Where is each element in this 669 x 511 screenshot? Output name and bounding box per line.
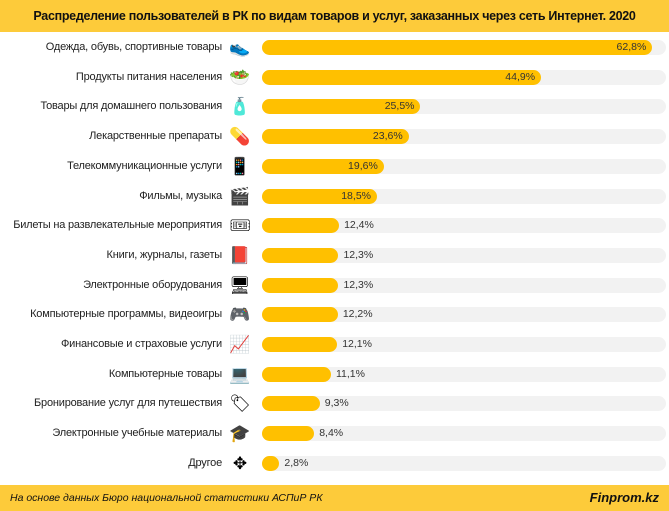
bar xyxy=(262,158,384,174)
reserved-icon: 🏷 xyxy=(229,394,251,414)
value-label: 12,1% xyxy=(342,338,372,350)
category-label: Билеты на развлекательные мероприятия xyxy=(13,219,222,232)
bar xyxy=(262,99,421,115)
value-label: 12,3% xyxy=(343,278,374,291)
book-icon: 📕 xyxy=(229,245,251,265)
bar xyxy=(262,188,377,204)
value-label: 44,9% xyxy=(505,70,536,83)
footer: На основе данных Бюро национальной стати… xyxy=(0,485,669,511)
bar xyxy=(262,247,339,263)
bar-track xyxy=(262,366,666,382)
bar xyxy=(262,396,320,412)
category-label: Продукты питания населения xyxy=(75,70,222,83)
brand-logo: Finprom.kz xyxy=(589,490,659,505)
chart-title: Распределение пользователей в РК по вида… xyxy=(0,0,669,32)
category-label: Электронные учебные материалы xyxy=(52,427,222,440)
household-icon: 🧴 xyxy=(229,97,251,117)
bar-track xyxy=(262,396,666,412)
bar-track xyxy=(262,426,666,442)
category-label: Фильмы, музыка xyxy=(139,189,222,202)
bar-row: Финансовые и страховые услуги 📈 12,1% xyxy=(0,330,669,360)
computer-icon: 💻 xyxy=(229,364,251,384)
bar-row: Телекоммуникационные услуги 📱 19,6% xyxy=(0,152,669,182)
category-label: Электронные оборудования xyxy=(83,278,222,291)
arrows-icon: ✥ xyxy=(232,453,248,473)
bar-row: Электронные оборудования 🖥 12,3% xyxy=(0,271,669,301)
electronics-icon: 🖥 xyxy=(229,275,251,295)
bar-row: Книги, журналы, газеты 📕 12,3% xyxy=(0,241,669,271)
value-label: 12,2% xyxy=(342,308,373,321)
value-label: 18,5% xyxy=(341,189,371,202)
graduation-cap-icon: 🎓 xyxy=(229,424,251,444)
category-label: Телекоммуникационные услуги xyxy=(67,159,222,172)
bar-row: Фильмы, музыка 🎬 18,5% xyxy=(0,182,669,212)
bar-row: Бронирование услуг для путешествия 🏷 9,3% xyxy=(0,389,669,419)
category-label: Одежда, обувь, спортивные товары xyxy=(45,41,222,53)
bar xyxy=(262,426,315,442)
bar-row: Продукты питания населения 🥗 44,9% xyxy=(0,63,669,93)
bar-row: Компьютерные программы, видеоигры 🎮 12,2% xyxy=(0,300,669,330)
bar xyxy=(262,40,653,55)
bar xyxy=(262,307,338,323)
category-label: Финансовые и страховые услуги xyxy=(61,338,222,350)
bar xyxy=(262,277,339,293)
bar xyxy=(262,129,409,145)
category-label: Другое xyxy=(188,456,222,469)
film-icon: 🎬 xyxy=(229,186,251,206)
category-label: Книги, журналы, газеты xyxy=(106,248,223,261)
finance-icon: 📈 xyxy=(229,335,251,354)
value-label: 23,6% xyxy=(372,130,403,143)
bar xyxy=(262,455,280,471)
category-label: Бронирование услуг для путешествия xyxy=(34,397,222,410)
bar-track xyxy=(262,277,666,293)
bar-row: Электронные учебные материалы 🎓 8,4% xyxy=(0,419,669,449)
value-label: 2,8% xyxy=(284,456,309,469)
value-label: 8,4% xyxy=(319,427,344,440)
bar xyxy=(262,337,338,352)
bar-track xyxy=(262,455,666,471)
value-label: 12,3% xyxy=(343,248,374,261)
bar-track xyxy=(262,337,666,352)
bar-row: Лекарственные препараты 💊 23,6% xyxy=(0,122,669,152)
pills-icon: 💊 xyxy=(229,127,251,147)
value-label: 19,6% xyxy=(348,159,378,172)
bar-row: Одежда, обувь, спортивные товары 👟 62,8% xyxy=(0,33,669,63)
category-label: Лекарственные препараты xyxy=(89,130,222,143)
value-label: 9,3% xyxy=(324,397,349,410)
bar-row: Товары для домашнего пользования 🧴 25,5% xyxy=(0,92,669,122)
food-icon: 🥗 xyxy=(229,67,251,87)
category-label: Компьютерные товары xyxy=(108,367,222,380)
bar xyxy=(262,366,331,382)
source-note: На основе данных Бюро национальной стати… xyxy=(10,492,323,504)
bar-row: Билеты на развлекательные мероприятия 🎟 12… xyxy=(0,211,669,241)
bar-row: Компьютерные товары 💻 11,1% xyxy=(0,360,669,390)
value-label: 25,5% xyxy=(384,100,415,113)
bar-track xyxy=(262,307,666,323)
value-label: 11,1% xyxy=(335,367,365,380)
ticket-icon: 🎟 xyxy=(229,216,251,236)
value-label: 62,8% xyxy=(616,41,647,53)
gamepad-icon: 🎮 xyxy=(229,305,251,325)
bar-track xyxy=(262,218,666,234)
category-label: Компьютерные программы, видеоигры xyxy=(30,308,222,321)
bar xyxy=(262,218,340,234)
bar-track xyxy=(262,247,666,263)
bar-row: Другое ✥ 2,8% xyxy=(0,449,669,479)
sneaker-icon: 👟 xyxy=(229,38,251,57)
value-label: 12,4% xyxy=(344,219,374,232)
category-label: Товары для домашнего пользования xyxy=(40,100,222,113)
phone-icon: 📱 xyxy=(229,156,251,176)
bar xyxy=(262,69,542,85)
